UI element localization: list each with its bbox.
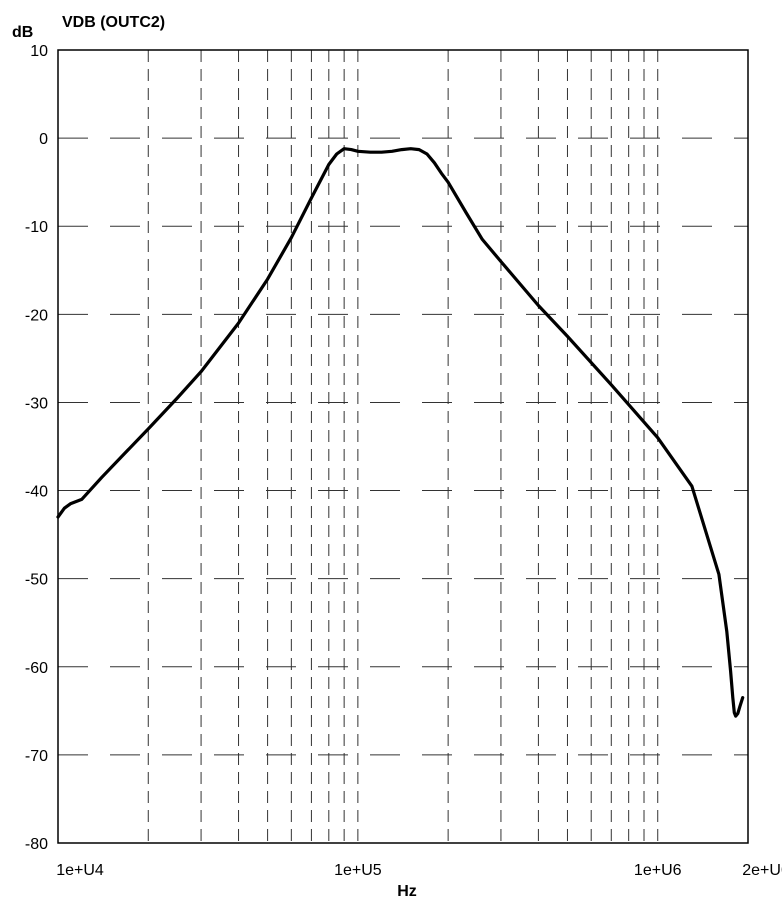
y-tick-label: -30 <box>25 395 48 412</box>
x-tick-label: 2e+U6 <box>742 862 782 879</box>
y-tick-label: -70 <box>25 748 48 765</box>
y-tick-label: -10 <box>25 219 48 236</box>
x-tick-label: 1e+U4 <box>56 862 104 879</box>
series-line <box>56 147 745 718</box>
chart-title: VDB (OUTC2) <box>62 14 165 31</box>
y-tick-label: -40 <box>25 484 48 501</box>
y-tick-labels: 10 0 -10 -20 -30 -40 -50 -60 -70 -80 <box>25 43 48 853</box>
y-tick-label: 0 <box>39 131 48 148</box>
y-tick-label: -50 <box>25 572 48 589</box>
x-axis-label: Hz <box>397 883 417 900</box>
x-tick-label: 1e+U6 <box>634 862 682 879</box>
x-tick-label: 1e+U5 <box>334 862 382 879</box>
y-tick-label: -20 <box>25 307 48 324</box>
y-axis-label: dB <box>12 24 33 41</box>
plot-frame <box>57 49 749 844</box>
y-tick-label: -60 <box>25 660 48 677</box>
x-tick-labels: 1e+U4 1e+U5 1e+U6 2e+U6 <box>56 862 782 879</box>
grid <box>58 50 748 843</box>
y-tick-label: -80 <box>25 836 48 853</box>
y-tick-label: 10 <box>30 43 48 60</box>
